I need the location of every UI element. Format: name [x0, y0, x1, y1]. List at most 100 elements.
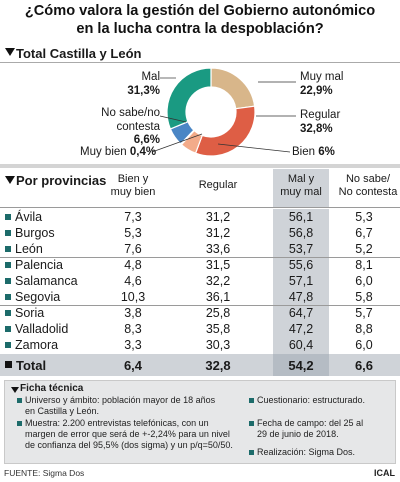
section-band [0, 164, 400, 168]
ficha-item-realizacion: Realización: Sigma Dos. [249, 447, 391, 458]
label-mal-name: Mal [141, 71, 160, 83]
label-nosabe: No sabe/no contesta 6,6% [64, 107, 160, 148]
credit-footer: ICAL [374, 468, 395, 478]
square-icon [5, 326, 11, 332]
col-header-nosabe: No sabe/ No contesta [336, 173, 400, 199]
cell-bien: 3,8 [124, 306, 142, 320]
province-name: Burgos [15, 226, 55, 240]
label-bien-value: 6% [318, 146, 335, 158]
cell-regular: 33,6 [205, 242, 231, 256]
highlight-column-header [273, 169, 329, 207]
cell-nosabe: 5,8 [355, 290, 373, 304]
title-line-2: en la lucha contra la despoblación? [76, 21, 324, 37]
square-icon [5, 294, 11, 300]
label-muybien: Muy bien 0,4% [80, 146, 180, 160]
cell-bien: 4,6 [124, 274, 142, 288]
total-c3: 54,2 [288, 358, 314, 373]
source-footer: FUENTE: Sigma Dos [4, 468, 85, 478]
label-muymal-value: 22,9% [300, 84, 333, 97]
total-c2: 32,8 [205, 358, 231, 373]
bullet-icon [17, 421, 22, 426]
col-header-regular: Regular [198, 179, 238, 191]
leader-bien [217, 143, 291, 153]
label-mal-value: 31,3% [127, 84, 160, 97]
slice-mal [166, 67, 212, 130]
cell-nosabe: 6,0 [355, 338, 373, 352]
leader-nosabe [159, 115, 187, 123]
province-name: León [15, 242, 43, 256]
ficha-item-cuestionario-text: Cuestionario: estructurado. [257, 395, 366, 405]
table-row: Ávila 7,3 31,2 56,1 5,3 [0, 209, 400, 226]
square-icon [5, 246, 11, 252]
label-muybien-name: Muy bien [80, 146, 127, 158]
bullet-icon [17, 398, 22, 403]
cell-bien: 7,3 [124, 210, 142, 224]
table-row: Salamanca 4,6 32,2 57,1 6,0 [0, 273, 400, 290]
label-mal: Mal 31,3% [104, 71, 160, 98]
square-icon [5, 214, 11, 220]
ficha-tecnica-box: Ficha técnica Universo y ámbito: poblaci… [4, 380, 396, 464]
table-header: Por provincias Bien y muy bien Regular M… [0, 169, 400, 208]
square-icon [5, 361, 12, 368]
cell-nosabe: 8,8 [355, 322, 373, 336]
table-row: Segovia 10,3 36,1 47,8 5,8 [0, 289, 400, 306]
ficha-item-fecha-text: Fecha de campo: del 25 al 29 de junio de… [257, 418, 364, 439]
table-row: Palencia 4,8 31,5 55,6 8,1 [0, 257, 400, 274]
province-name: Zamora [15, 338, 59, 352]
triangle-down-icon [5, 48, 15, 56]
group-divider [0, 305, 400, 306]
label-muymal-name: Muy mal [300, 71, 344, 83]
cell-bien: 7,6 [124, 242, 142, 256]
cell-bien: 10,3 [120, 290, 146, 304]
leader-lines [151, 77, 296, 153]
cell-mal: 55,6 [288, 258, 314, 272]
cell-regular: 31,5 [205, 258, 231, 272]
label-bien: Bien 6% [292, 146, 362, 160]
ficha-item-universo: Universo y ámbito: población mayor de 18… [17, 395, 225, 417]
cell-bien: 5,3 [124, 226, 142, 240]
cell-mal: 56,1 [288, 210, 314, 224]
label-bien-name: Bien [292, 146, 316, 158]
label-regular-name: Regular [300, 109, 341, 121]
total-c4: 6,6 [354, 358, 374, 373]
total-row: Total 6,4 32,8 54,2 6,6 [0, 354, 400, 376]
label-regular: Regular 32,8% [300, 109, 370, 136]
table-row: Burgos 5,3 31,2 56,8 6,7 [0, 225, 400, 242]
total-section-title: Total Castilla y León [16, 46, 142, 61]
ficha-item-fecha: Fecha de campo: del 25 al 29 de junio de… [249, 418, 375, 440]
province-name: Segovia [15, 290, 61, 304]
col-header-nosabe-line1: No sabe/ [345, 173, 391, 185]
cell-bien: 4,8 [124, 258, 142, 272]
ficha-item-muestra-text: Muestra: 2.200 entrevistas telefónicas, … [25, 418, 233, 450]
table-row: Valladolid 8,3 35,8 47,2 8,8 [0, 321, 400, 338]
donut-chart [166, 67, 256, 157]
col-header-bien: Bien y muy bien [105, 173, 161, 199]
square-icon [5, 342, 11, 348]
cell-regular: 36,1 [205, 290, 231, 304]
cell-mal: 47,8 [288, 290, 314, 304]
highlight-column [273, 209, 329, 354]
ficha-title: Ficha técnica [20, 383, 84, 394]
cell-regular: 32,2 [205, 274, 231, 288]
total-c1: 6,4 [123, 358, 143, 373]
label-regular-value: 32,8% [300, 122, 333, 135]
cell-regular: 30,3 [205, 338, 231, 352]
province-name: Palencia [15, 258, 63, 272]
col-header-mal-line2: muy mal [280, 186, 322, 198]
province-name: Valladolid [15, 322, 69, 336]
province-name: Soria [15, 306, 45, 320]
table-row: Soria 3,8 25,8 64,7 5,7 [0, 305, 400, 322]
col-header-nosabe-line2: No contesta [338, 186, 398, 198]
section-divider [0, 62, 400, 63]
cell-nosabe: 5,3 [355, 210, 373, 224]
triangle-down-icon [11, 387, 19, 393]
cell-mal: 56,8 [288, 226, 314, 240]
title-line-1: ¿Cómo valora la gestión del Gobierno aut… [24, 3, 376, 19]
cell-nosabe: 8,1 [355, 258, 373, 272]
total-label: Total [16, 358, 47, 373]
cell-regular: 31,2 [205, 210, 231, 224]
cell-nosabe: 5,2 [355, 242, 373, 256]
cell-mal: 47,2 [288, 322, 314, 336]
cell-mal: 57,1 [288, 274, 314, 288]
cell-regular: 35,8 [205, 322, 231, 336]
